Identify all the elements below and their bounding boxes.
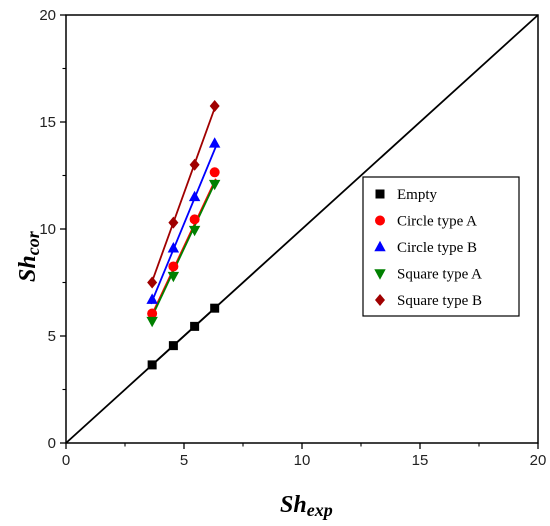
point-circle-type-a: [147, 308, 158, 319]
legend-marker-square-type-a: [374, 269, 386, 280]
point-square-type-b: [147, 276, 158, 289]
point-circle-type-a: [189, 214, 200, 225]
x-tick-label: 5: [180, 452, 188, 469]
point-empty: [147, 360, 157, 370]
point-circle-type-a: [168, 261, 179, 272]
fit-line-empty: [150, 306, 217, 367]
legend-label-square-type-a: Square type A: [397, 267, 482, 283]
fit-line-circle-type-a: [150, 178, 217, 318]
y-tick-label: 20: [39, 7, 56, 24]
fit-lines: [150, 104, 217, 367]
point-circle-type-b: [188, 190, 201, 202]
point-circle-type-b: [146, 293, 158, 304]
y-tick-label: 10: [39, 221, 56, 238]
fit-line-circle-type-b: [150, 146, 217, 305]
point-square-type-b: [168, 216, 179, 229]
x-tick-label: 15: [412, 452, 429, 469]
point-empty: [210, 303, 220, 313]
legend-box: [362, 176, 520, 317]
point-circle-type-a: [209, 167, 220, 178]
legend: Empty Circle type A Circle type B Square ty…: [374, 187, 482, 309]
point-square-type-a: [167, 271, 180, 283]
x-tick-label: 0: [62, 452, 70, 469]
point-empty: [168, 341, 178, 351]
point-circle-type-b: [208, 137, 221, 148]
fit-line-square-type-b: [150, 104, 217, 285]
point-square-type-a: [146, 316, 158, 328]
legend-marker-circle-type-a: [375, 215, 385, 226]
y-tick-label: 0: [48, 435, 56, 452]
y-tick-label: 5: [48, 328, 56, 345]
legend-marker-square-type-b: [375, 294, 385, 306]
point-square-type-b: [209, 99, 220, 112]
legend-label-empty: Empty: [397, 187, 437, 203]
point-square-type-a: [188, 225, 201, 237]
point-square-type-b: [189, 158, 200, 171]
point-square-type-a: [208, 179, 221, 191]
legend-marker-empty: [375, 189, 385, 199]
y-tick-label: 15: [39, 114, 56, 131]
point-empty: [190, 321, 200, 331]
x-tick-label: 10: [294, 452, 311, 469]
legend-label-square-type-b: Square type B: [397, 293, 482, 309]
x-tick-label: 20: [530, 452, 547, 469]
legend-marker-circle-type-b: [374, 240, 386, 252]
x-axis-title: Shexp: [280, 492, 333, 520]
legend-label-circle-type-a: Circle type A: [397, 214, 477, 230]
fit-line-square-type-a: [150, 180, 217, 320]
axis-ticks: 0 5 10 15 20 0 5 10 15 20: [39, 7, 546, 469]
reference-line-group: [65, 14, 539, 444]
data-points: [146, 99, 221, 370]
reference-line: [65, 14, 539, 444]
legend-label-circle-type-b: Circle type B: [397, 240, 477, 256]
y-axis-title: Shcor: [15, 230, 43, 282]
point-circle-type-b: [167, 242, 180, 253]
